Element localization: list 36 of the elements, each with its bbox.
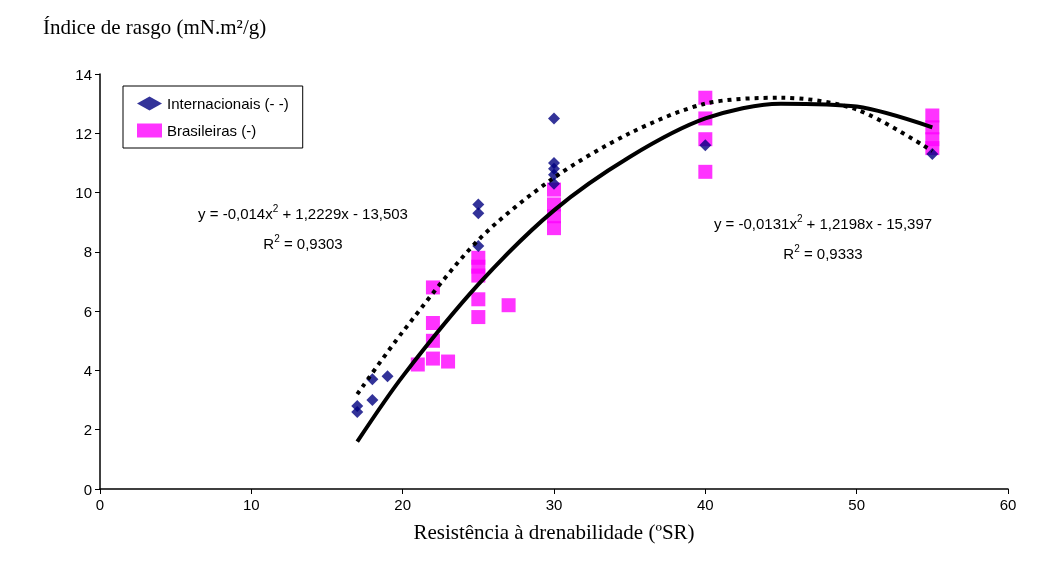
point bbox=[501, 298, 516, 313]
point bbox=[472, 198, 485, 211]
point bbox=[472, 207, 485, 220]
y-tick-label: 8 bbox=[83, 243, 92, 261]
y-axis-title: Índice de rasgo (mN.m²/g) bbox=[43, 14, 267, 39]
point bbox=[699, 139, 712, 152]
point bbox=[471, 310, 486, 325]
legend-label: Brasileiras (-) bbox=[167, 122, 257, 139]
y-tick-label: 14 bbox=[75, 65, 92, 83]
x-tick-label: 30 bbox=[545, 496, 563, 513]
x-tick-label: 10 bbox=[242, 496, 260, 513]
point bbox=[548, 112, 560, 125]
x-tick-label: 60 bbox=[999, 496, 1017, 513]
y-tick-label: 6 bbox=[83, 302, 92, 320]
point bbox=[366, 394, 379, 407]
x-tick-label: 20 bbox=[394, 496, 412, 513]
y-tick-label: 10 bbox=[75, 184, 92, 202]
y-tick-label: 0 bbox=[83, 480, 92, 498]
point bbox=[547, 221, 561, 236]
y-tick-label: 2 bbox=[83, 421, 92, 439]
point bbox=[441, 354, 456, 369]
y-tick-label: 12 bbox=[75, 124, 92, 142]
point bbox=[698, 164, 713, 179]
x-axis-title: Resistência à drenabilidade (ºSR) bbox=[413, 519, 695, 544]
point bbox=[471, 292, 486, 307]
x-tick-label: 0 bbox=[95, 496, 105, 513]
point bbox=[425, 316, 440, 330]
point bbox=[926, 148, 939, 161]
y-tick-label: 4 bbox=[83, 361, 92, 379]
legend-label: Internacionais (- -) bbox=[167, 95, 289, 112]
x-tick-label: 40 bbox=[696, 496, 714, 513]
point bbox=[425, 351, 440, 366]
point bbox=[351, 400, 364, 412]
x-tick-label: 50 bbox=[848, 496, 866, 513]
point bbox=[548, 177, 560, 190]
point bbox=[381, 370, 394, 383]
